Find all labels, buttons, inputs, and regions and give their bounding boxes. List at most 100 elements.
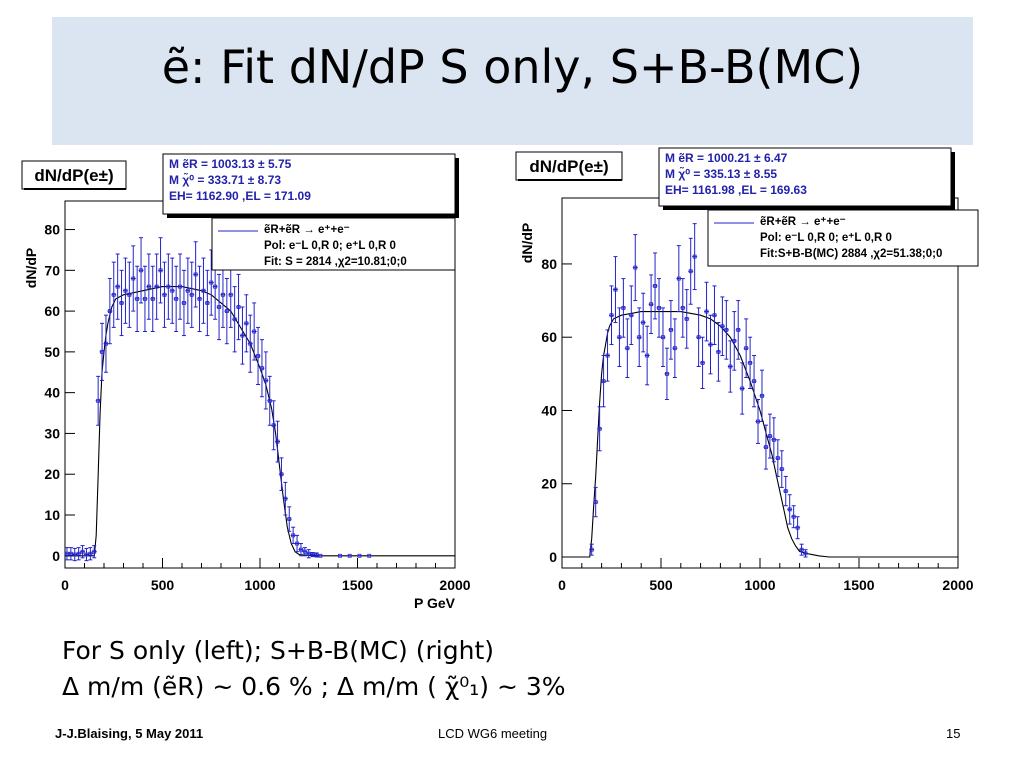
data-point — [91, 545, 97, 559]
data-point — [169, 257, 175, 324]
data-point-part — [748, 360, 753, 365]
legend-box — [211, 217, 456, 271]
data-point-part — [244, 321, 249, 326]
data-point — [275, 420, 281, 463]
y-tick-label: 10 — [44, 507, 60, 523]
data-point — [146, 253, 152, 320]
data-point — [708, 314, 713, 375]
data-point — [247, 314, 253, 373]
data-point — [664, 347, 670, 400]
data-point-part — [625, 346, 630, 351]
data-point — [739, 362, 745, 415]
data-point — [656, 278, 662, 338]
data-point — [271, 400, 277, 451]
data-point-part — [185, 288, 190, 293]
data-point — [95, 375, 101, 426]
data-point — [747, 336, 753, 389]
data-point — [759, 369, 765, 422]
data-point — [755, 398, 761, 444]
data-point — [597, 406, 603, 452]
data-point — [727, 340, 733, 393]
y-tick-label: 60 — [44, 303, 60, 319]
data-point-part — [661, 335, 665, 340]
data-point-part — [283, 496, 288, 501]
stats-box — [658, 147, 952, 207]
stats-line: EH= 1162.90 ,EL = 171.09 — [169, 189, 311, 203]
data-point-part — [597, 426, 602, 431]
data-point-part — [649, 302, 654, 307]
data-point-part — [123, 288, 128, 293]
data-point — [672, 318, 678, 379]
data-point-part — [692, 254, 697, 259]
data-point — [290, 526, 296, 545]
data-point — [126, 261, 132, 328]
data-point — [119, 269, 125, 337]
data-point-part — [302, 549, 307, 554]
data-point-part — [589, 547, 594, 552]
stats-line: M χ̃⁰ = 333.71 ± 8.73 — [169, 172, 281, 187]
data-point — [696, 307, 702, 368]
data-point — [795, 516, 801, 540]
data-point-part — [306, 551, 311, 556]
data-point — [719, 296, 725, 357]
data-point-part — [357, 553, 362, 558]
x-tick-label: 2000 — [942, 577, 973, 593]
data-point-part — [665, 371, 669, 376]
data-point — [236, 273, 242, 341]
data-point-part — [72, 552, 77, 557]
data-point-part — [657, 306, 661, 310]
data-point — [791, 505, 797, 529]
data-point — [68, 547, 74, 561]
data-point — [684, 289, 690, 349]
data-point — [636, 307, 642, 368]
data-point-part — [295, 541, 299, 546]
data-point — [644, 325, 650, 386]
data-point-part — [248, 341, 253, 346]
data-point-part — [637, 335, 642, 340]
data-point-part — [150, 296, 155, 301]
data-point-part — [712, 313, 717, 318]
data-point — [76, 547, 82, 561]
data-point — [243, 294, 249, 353]
data-point-part — [744, 346, 749, 351]
data-point-part — [716, 349, 721, 354]
data-point — [612, 256, 618, 324]
data-point-part — [115, 284, 120, 289]
chart-right: 0 500 1000 1500 2000 0 20 40 60 80 dN/dP dN/dP(e±) M… — [512, 147, 1002, 618]
data-point-part — [104, 341, 108, 346]
x-tick-label: 0 — [558, 577, 566, 593]
data-point-part — [704, 309, 709, 314]
footer-page-number: 15 — [946, 726, 961, 741]
data-point — [715, 322, 721, 382]
data-point-part — [260, 366, 264, 371]
data-point-part — [267, 398, 272, 403]
data-point — [314, 552, 320, 558]
x-tick-label: 1000 — [244, 577, 275, 593]
data-point-part — [76, 551, 81, 556]
data-point-part — [601, 379, 606, 384]
chart-right-svg: 0 500 1000 1500 2000 0 20 40 60 80 dN/dP dN/dP(e±) M… — [515, 147, 979, 593]
data-point-part — [135, 296, 140, 301]
data-point-part — [228, 292, 233, 297]
data-point — [628, 285, 634, 346]
chart-left-svg: 0 500 1000 1500 2000 0 10 20 30 40 50 60 70 80 dN/dP P … — [21, 153, 471, 611]
legend-line: ẽR+ẽR → e⁺+e⁻ — [760, 216, 846, 228]
data-point-part — [609, 313, 614, 318]
data-point — [251, 302, 257, 361]
y-tick-label: 80 — [541, 256, 557, 272]
x-tick-label: 2000 — [439, 577, 470, 593]
data-point — [158, 237, 164, 304]
legend-line: Fit:S+B-B(MC) 2884 ,χ2=51.38;0;0 — [760, 248, 942, 260]
y-tick-label: 50 — [44, 344, 60, 360]
stats-box — [162, 153, 456, 215]
data-point-part — [787, 507, 792, 512]
data-point — [165, 253, 171, 320]
data-point — [130, 245, 136, 312]
chart-title-box — [21, 160, 127, 190]
data-point — [317, 553, 323, 558]
data-point — [771, 417, 777, 463]
data-point-part — [131, 276, 136, 281]
x-tick-label: 0 — [61, 577, 69, 593]
title-band — [52, 17, 973, 145]
data-point — [142, 265, 148, 332]
